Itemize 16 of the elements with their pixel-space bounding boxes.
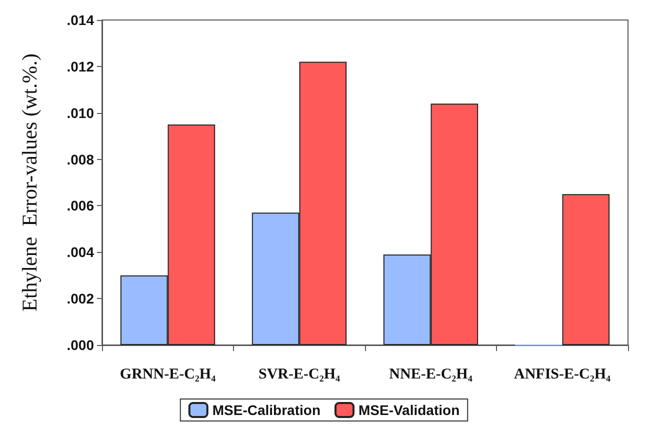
x-tick-label: ANFIS-E-C₂H₄ [514, 366, 611, 382]
x-tick-label: NNE-E-C₂H₄ [389, 366, 473, 382]
x-tick-label: GRNN-E-C₂H₄ [120, 366, 216, 382]
y-tick-label: .014 [66, 12, 94, 28]
bar [562, 194, 610, 345]
y-tick-label: .004 [66, 244, 94, 260]
x-tick-label: SVR-E-C₂H₄ [258, 366, 340, 382]
y-tick-label: .012 [66, 58, 94, 74]
y-tick-label: .000 [66, 337, 94, 353]
y-tick-label: .010 [66, 104, 94, 121]
y-tick-label: .008 [66, 151, 94, 168]
legend-label: MSE-Calibration [212, 402, 321, 418]
y-tick-label: .002 [66, 290, 94, 307]
y-axis-title: Ethylene Error-values (wt.%.) [18, 54, 42, 312]
legend-label: MSE-Validation [358, 402, 460, 418]
y-tick-label: .006 [66, 198, 94, 214]
